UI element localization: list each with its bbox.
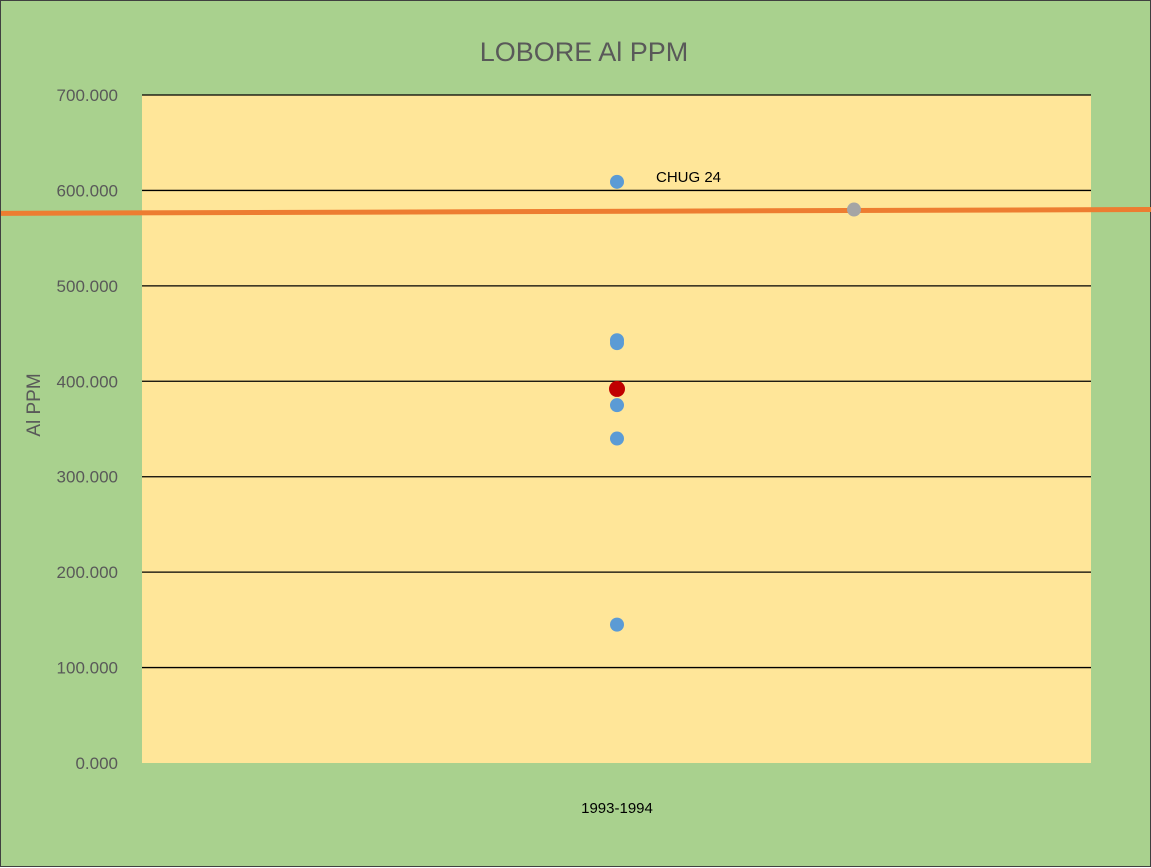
reference-lines bbox=[1, 207, 1151, 216]
reference-line bbox=[1, 207, 1151, 216]
data-point bbox=[610, 617, 624, 632]
data-point bbox=[847, 202, 861, 217]
y-tick-label: 400.000 bbox=[57, 372, 118, 391]
y-tick-label: 300.000 bbox=[57, 468, 118, 487]
y-tick-label: 700.000 bbox=[57, 86, 118, 105]
data-point bbox=[609, 380, 625, 397]
data-point bbox=[610, 398, 624, 413]
y-axis-title: Al PPM bbox=[24, 373, 45, 436]
data-point bbox=[610, 174, 624, 189]
y-tick-label: 600.000 bbox=[57, 181, 118, 200]
data-point bbox=[610, 431, 624, 446]
gridlines bbox=[142, 94, 1091, 669]
y-axis-ticks: 0.000 100.000 200.000 300.000 400.000 500.000… bbox=[57, 86, 118, 773]
data-label: CHUG 24 bbox=[656, 169, 721, 186]
plot-area bbox=[142, 95, 1091, 763]
x-category-label: 1993-1994 bbox=[581, 800, 653, 817]
y-tick-label: 0.000 bbox=[75, 754, 118, 773]
data-point bbox=[610, 336, 624, 351]
y-tick-label: 100.000 bbox=[57, 659, 118, 678]
y-tick-label: 200.000 bbox=[57, 563, 118, 582]
data-labels: CHUG 24 bbox=[656, 169, 721, 186]
data-points bbox=[609, 174, 861, 632]
y-tick-label: 500.000 bbox=[57, 277, 118, 296]
chart-title: LOBORE Al PPM bbox=[480, 37, 689, 67]
